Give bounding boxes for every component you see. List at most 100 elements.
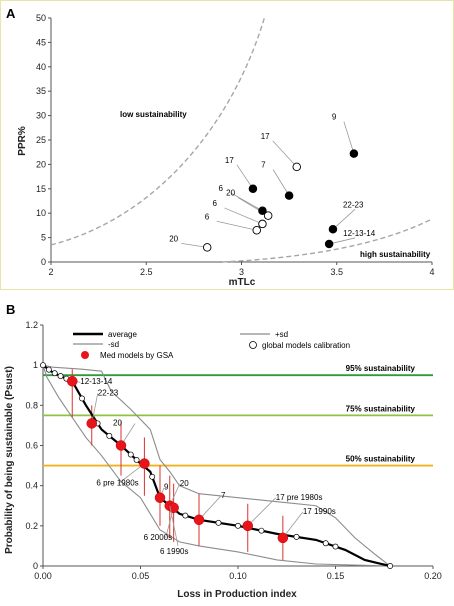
panel-a-frame <box>0 0 454 290</box>
panel-a-xtick-label: 3.5 <box>330 267 343 277</box>
panel-a-point-filled <box>248 184 258 194</box>
panel-a-leader <box>216 220 257 231</box>
panel-a-xtick-label: 2.5 <box>140 267 153 277</box>
med-model-label: 6 1990s <box>160 547 188 556</box>
panel-b-ylabel: Probability of being sustainable (Psust) <box>4 366 15 554</box>
med-model-point <box>193 514 205 526</box>
panel-a-leader <box>272 140 298 168</box>
panel-b-leader <box>282 511 304 539</box>
med-model-point <box>168 502 179 514</box>
panel-b-leader <box>118 463 145 484</box>
panel-a-point-label: 6 <box>212 199 217 208</box>
med-model-point <box>277 532 289 544</box>
panel-a-ylabel: PPR% <box>17 126 28 156</box>
global-model-point <box>45 366 52 373</box>
global-model-point <box>57 373 64 380</box>
med-model-label: 20 <box>180 479 189 488</box>
global-model-point <box>40 362 46 369</box>
med-model-point <box>242 520 253 532</box>
plus-sd-line <box>42 364 391 567</box>
panel-b-plot: 0 0.2 0.4 0.6 0.8 1 1.2 0.00 0.05 0.10 0.15 0.20 95%… <box>25 320 441 581</box>
med-model-label: 7 <box>221 491 226 500</box>
med-model-label: 17 pre 1980s <box>276 493 323 502</box>
panel-a-ytick-label: 25 <box>36 135 46 145</box>
global-model-point <box>258 527 265 534</box>
threshold-label: 75% sustainability <box>346 404 416 413</box>
global-model-point <box>387 563 394 569</box>
panel-a-xtick-label: 3 <box>239 267 244 277</box>
panel-a-ytick-label: 45 <box>36 37 46 47</box>
panel-a-point-filled <box>349 149 359 158</box>
low-sustainability-boundary <box>50 17 266 246</box>
panel-b-leader <box>247 497 277 527</box>
panel-a-point-open <box>252 226 261 235</box>
panel-b-ytick-label: 1.2 <box>25 320 38 330</box>
panel-a-leader <box>230 192 263 212</box>
panel-a-point-label: 7 <box>261 161 266 170</box>
panel-a-ytick-label: 20 <box>36 159 46 169</box>
panel-a-point-open <box>258 219 267 229</box>
med-model-point <box>115 440 127 451</box>
med-model-label: 12-13-14 <box>80 377 113 386</box>
panel-b-ytick-label: 0.4 <box>25 481 38 491</box>
med-model-label: 6 pre 1980s <box>96 479 138 488</box>
panel-b-xtick-label: 0.10 <box>229 571 247 581</box>
panel-b-ytick-label: 0.2 <box>25 521 38 531</box>
global-model-point <box>322 540 329 547</box>
legend-average: average <box>108 330 137 339</box>
panel-a-plot: 0 5 10 15 20 25 30 35 40 45 50 2 2.5 3 3.5 4 9 7 17 6 22-23 1… <box>36 13 435 277</box>
legend-med-swatch <box>81 351 89 359</box>
med-model-label: 9 <box>164 483 169 492</box>
threshold-label: 95% sustainability <box>346 364 416 373</box>
panel-a-ytick-label: 10 <box>36 208 46 218</box>
legend-plus-sd: +sd <box>275 330 288 339</box>
panel-a-leader <box>329 237 356 245</box>
global-model-point <box>332 543 339 550</box>
med-model-label: 22-23 <box>98 388 119 397</box>
med-model-point <box>67 375 78 387</box>
panel-b-ytick-label: 0.6 <box>25 441 38 451</box>
threshold-label: 50% sustainability <box>346 455 416 464</box>
panel-a-point-label: 6 <box>205 212 210 221</box>
panel-b-xtick-label: 0.00 <box>34 571 52 581</box>
panel-b-legend: average -sd Med models by GSA +sd global… <box>73 330 350 360</box>
panel-b-letter: B <box>6 302 15 317</box>
panel-a-ytick-label: 30 <box>36 111 46 121</box>
global-model-point <box>79 395 85 402</box>
panel-a-point-label: 6 <box>218 184 223 193</box>
panel-a-point-open <box>263 211 273 220</box>
panel-a-leader <box>332 209 356 230</box>
panel-a-leader <box>236 164 254 190</box>
med-model-label: 17 1990s <box>303 507 336 516</box>
panel-a-ytick-label: 5 <box>41 233 46 243</box>
high-sustainability-label: high sustainability <box>360 250 431 259</box>
global-model-point <box>235 522 241 529</box>
panel-a-leader <box>181 242 208 248</box>
med-model-point <box>139 458 150 469</box>
panel-a-xtick-label: 4 <box>429 267 434 277</box>
panel-b-ytick-label: 0 <box>33 561 38 571</box>
panel-a-point-label: 12-13-14 <box>343 229 376 238</box>
panel-b-xtick-label: 0.05 <box>132 571 150 581</box>
panel-b-xtick-label: 0.20 <box>424 571 442 581</box>
panel-a-point-label: 17 <box>261 132 270 141</box>
panel-a-letter: A <box>6 6 16 21</box>
panel-a-point-filled <box>284 191 294 200</box>
panel-a-point-filled <box>258 206 267 216</box>
panel-b-ytick-label: 1 <box>33 360 38 370</box>
minus-sd-line <box>42 364 391 567</box>
panel-a-ytick-label: 15 <box>36 184 46 194</box>
med-model-point <box>86 418 97 429</box>
global-model-point <box>133 457 140 463</box>
panel-a-leader <box>272 169 290 196</box>
panel-a-xlabel: mTLc <box>229 277 256 288</box>
global-model-point <box>127 451 134 458</box>
panel-a-point-label: 9 <box>332 113 337 122</box>
low-sustainability-label: low sustainability <box>120 110 187 119</box>
panel-a-point-open <box>202 243 212 252</box>
med-model-label: 20 <box>113 419 122 428</box>
global-model-point <box>106 432 113 439</box>
panel-b-leader <box>169 505 179 546</box>
global-model-point <box>51 370 58 377</box>
